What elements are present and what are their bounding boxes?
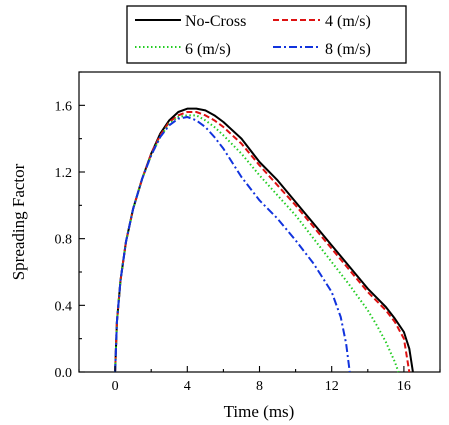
x-tick-label: 0 (112, 379, 119, 394)
y-tick-label: 1.2 (55, 166, 73, 181)
series-line-1 (114, 111, 411, 373)
legend-label-8ms: 8 (m/s) (325, 41, 371, 58)
plot-frame (78, 71, 441, 373)
legend: No-Cross 4 (m/s) 6 (m/s) 8 (m/s) (126, 5, 407, 64)
x-tick-label: 8 (256, 379, 263, 394)
legend-box (126, 5, 407, 64)
legend-label-6ms: 6 (m/s) (185, 41, 231, 58)
x-tick-label: 16 (397, 379, 411, 394)
ticks-layer: 0 4 8 12 16 0.0 0.4 0.8 1.2 1.6 (55, 71, 441, 394)
series-line-0 (114, 107, 414, 373)
y-tick-label: 0.8 (55, 233, 73, 248)
legend-label-no-cross: No-Cross (185, 13, 246, 30)
series-layer (114, 107, 414, 373)
series-line-2 (114, 114, 400, 373)
y-axis-title: Spreading Factor (9, 163, 28, 280)
y-tick-label: 1.6 (55, 99, 73, 114)
plot-area: 0 4 8 12 16 0.0 0.4 0.8 1.2 1.6 (55, 71, 441, 394)
series-line-3 (114, 116, 351, 373)
x-tick-label: 12 (325, 379, 339, 394)
x-axis-title: Time (ms) (224, 402, 295, 421)
y-tick-label: 0.0 (55, 366, 73, 381)
y-tick-label: 0.4 (55, 299, 73, 314)
legend-label-4ms: 4 (m/s) (325, 13, 371, 30)
x-tick-label: 4 (184, 379, 191, 394)
